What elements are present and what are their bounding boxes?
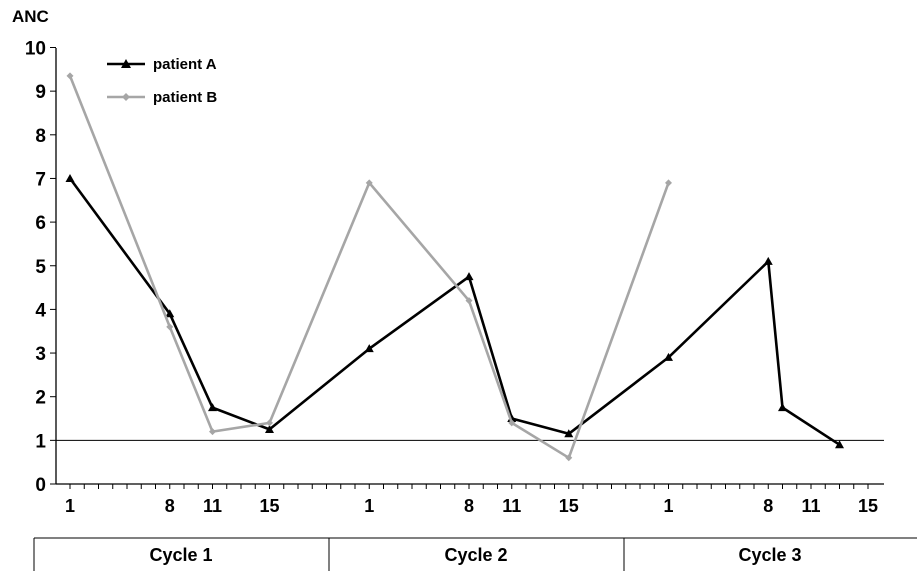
data-point-diamond bbox=[66, 72, 74, 80]
y-tick-label: 2 bbox=[35, 388, 46, 409]
y-tick-label: 10 bbox=[25, 39, 46, 60]
data-point-diamond bbox=[266, 419, 273, 427]
x-tick-label: 8 bbox=[464, 496, 474, 516]
x-tick-label: 15 bbox=[858, 496, 878, 516]
data-point-diamond bbox=[508, 419, 516, 427]
y-tick-label: 8 bbox=[35, 126, 46, 147]
x-tick-label: 11 bbox=[801, 496, 820, 516]
x-tick-label: 8 bbox=[763, 496, 773, 516]
data-point-triangle bbox=[464, 272, 474, 281]
data-point-triangle bbox=[664, 352, 673, 361]
legend-label: patient B bbox=[153, 89, 217, 106]
cycle-label-2: Cycle 2 bbox=[444, 545, 507, 565]
data-point-diamond bbox=[365, 179, 373, 187]
data-point-triangle bbox=[564, 429, 574, 438]
x-tick-label: 15 bbox=[559, 496, 579, 516]
series-line-2 bbox=[68, 75, 670, 460]
y-ticks: 0 1 2 3 4 5 6 7 8 9 10 bbox=[25, 39, 56, 496]
data-point-triangle bbox=[65, 173, 75, 182]
legend: patient A patient B bbox=[107, 56, 217, 106]
data-point-triangle bbox=[763, 256, 773, 265]
y-axis-title: ANC bbox=[12, 7, 49, 26]
y-tick-label: 7 bbox=[35, 169, 46, 190]
y-tick-label: 3 bbox=[35, 344, 46, 365]
y-tick-label: 9 bbox=[35, 82, 46, 103]
x-tick-label: 8 bbox=[165, 496, 175, 516]
legend-marker-triangle bbox=[121, 59, 131, 68]
data-point-diamond bbox=[565, 454, 573, 462]
x-tick-label: 15 bbox=[259, 496, 279, 516]
data-point-diamond bbox=[209, 428, 216, 436]
y-tick-label: 0 bbox=[35, 475, 46, 496]
series-line-1 bbox=[68, 177, 841, 446]
legend-label: patient A bbox=[153, 56, 217, 73]
legend-marker-diamond bbox=[122, 93, 130, 101]
data-point-triangle bbox=[778, 403, 787, 412]
y-tick-label: 4 bbox=[35, 300, 46, 321]
x-tick-label: 1 bbox=[663, 496, 673, 516]
data-point-triangle bbox=[165, 309, 175, 318]
cycle-label-3: Cycle 3 bbox=[738, 545, 801, 565]
data-point-triangle bbox=[364, 344, 374, 353]
cycle-label-1: Cycle 1 bbox=[149, 545, 212, 565]
data-point-triangle bbox=[835, 440, 844, 449]
x-tick-label: 1 bbox=[364, 496, 374, 516]
y-tick-label: 1 bbox=[35, 431, 46, 452]
x-ticks: 1 8 11 15 1 8 11 15 1 8 11 15 bbox=[65, 484, 878, 516]
y-tick-label: 5 bbox=[35, 257, 46, 278]
y-tick-label: 6 bbox=[35, 213, 46, 234]
cycle-table: Cycle 1 Cycle 2 Cycle 3 bbox=[33, 537, 917, 571]
data-point-diamond bbox=[665, 179, 672, 187]
data-point-triangle bbox=[208, 403, 217, 412]
data-point-diamond bbox=[465, 297, 473, 305]
series-layer bbox=[65, 72, 844, 462]
x-tick-label: 11 bbox=[502, 496, 521, 516]
data-point-triangle bbox=[265, 424, 274, 433]
data-point-diamond bbox=[166, 323, 174, 331]
x-tick-label: 11 bbox=[203, 496, 222, 516]
x-tick-label: 1 bbox=[65, 496, 75, 516]
